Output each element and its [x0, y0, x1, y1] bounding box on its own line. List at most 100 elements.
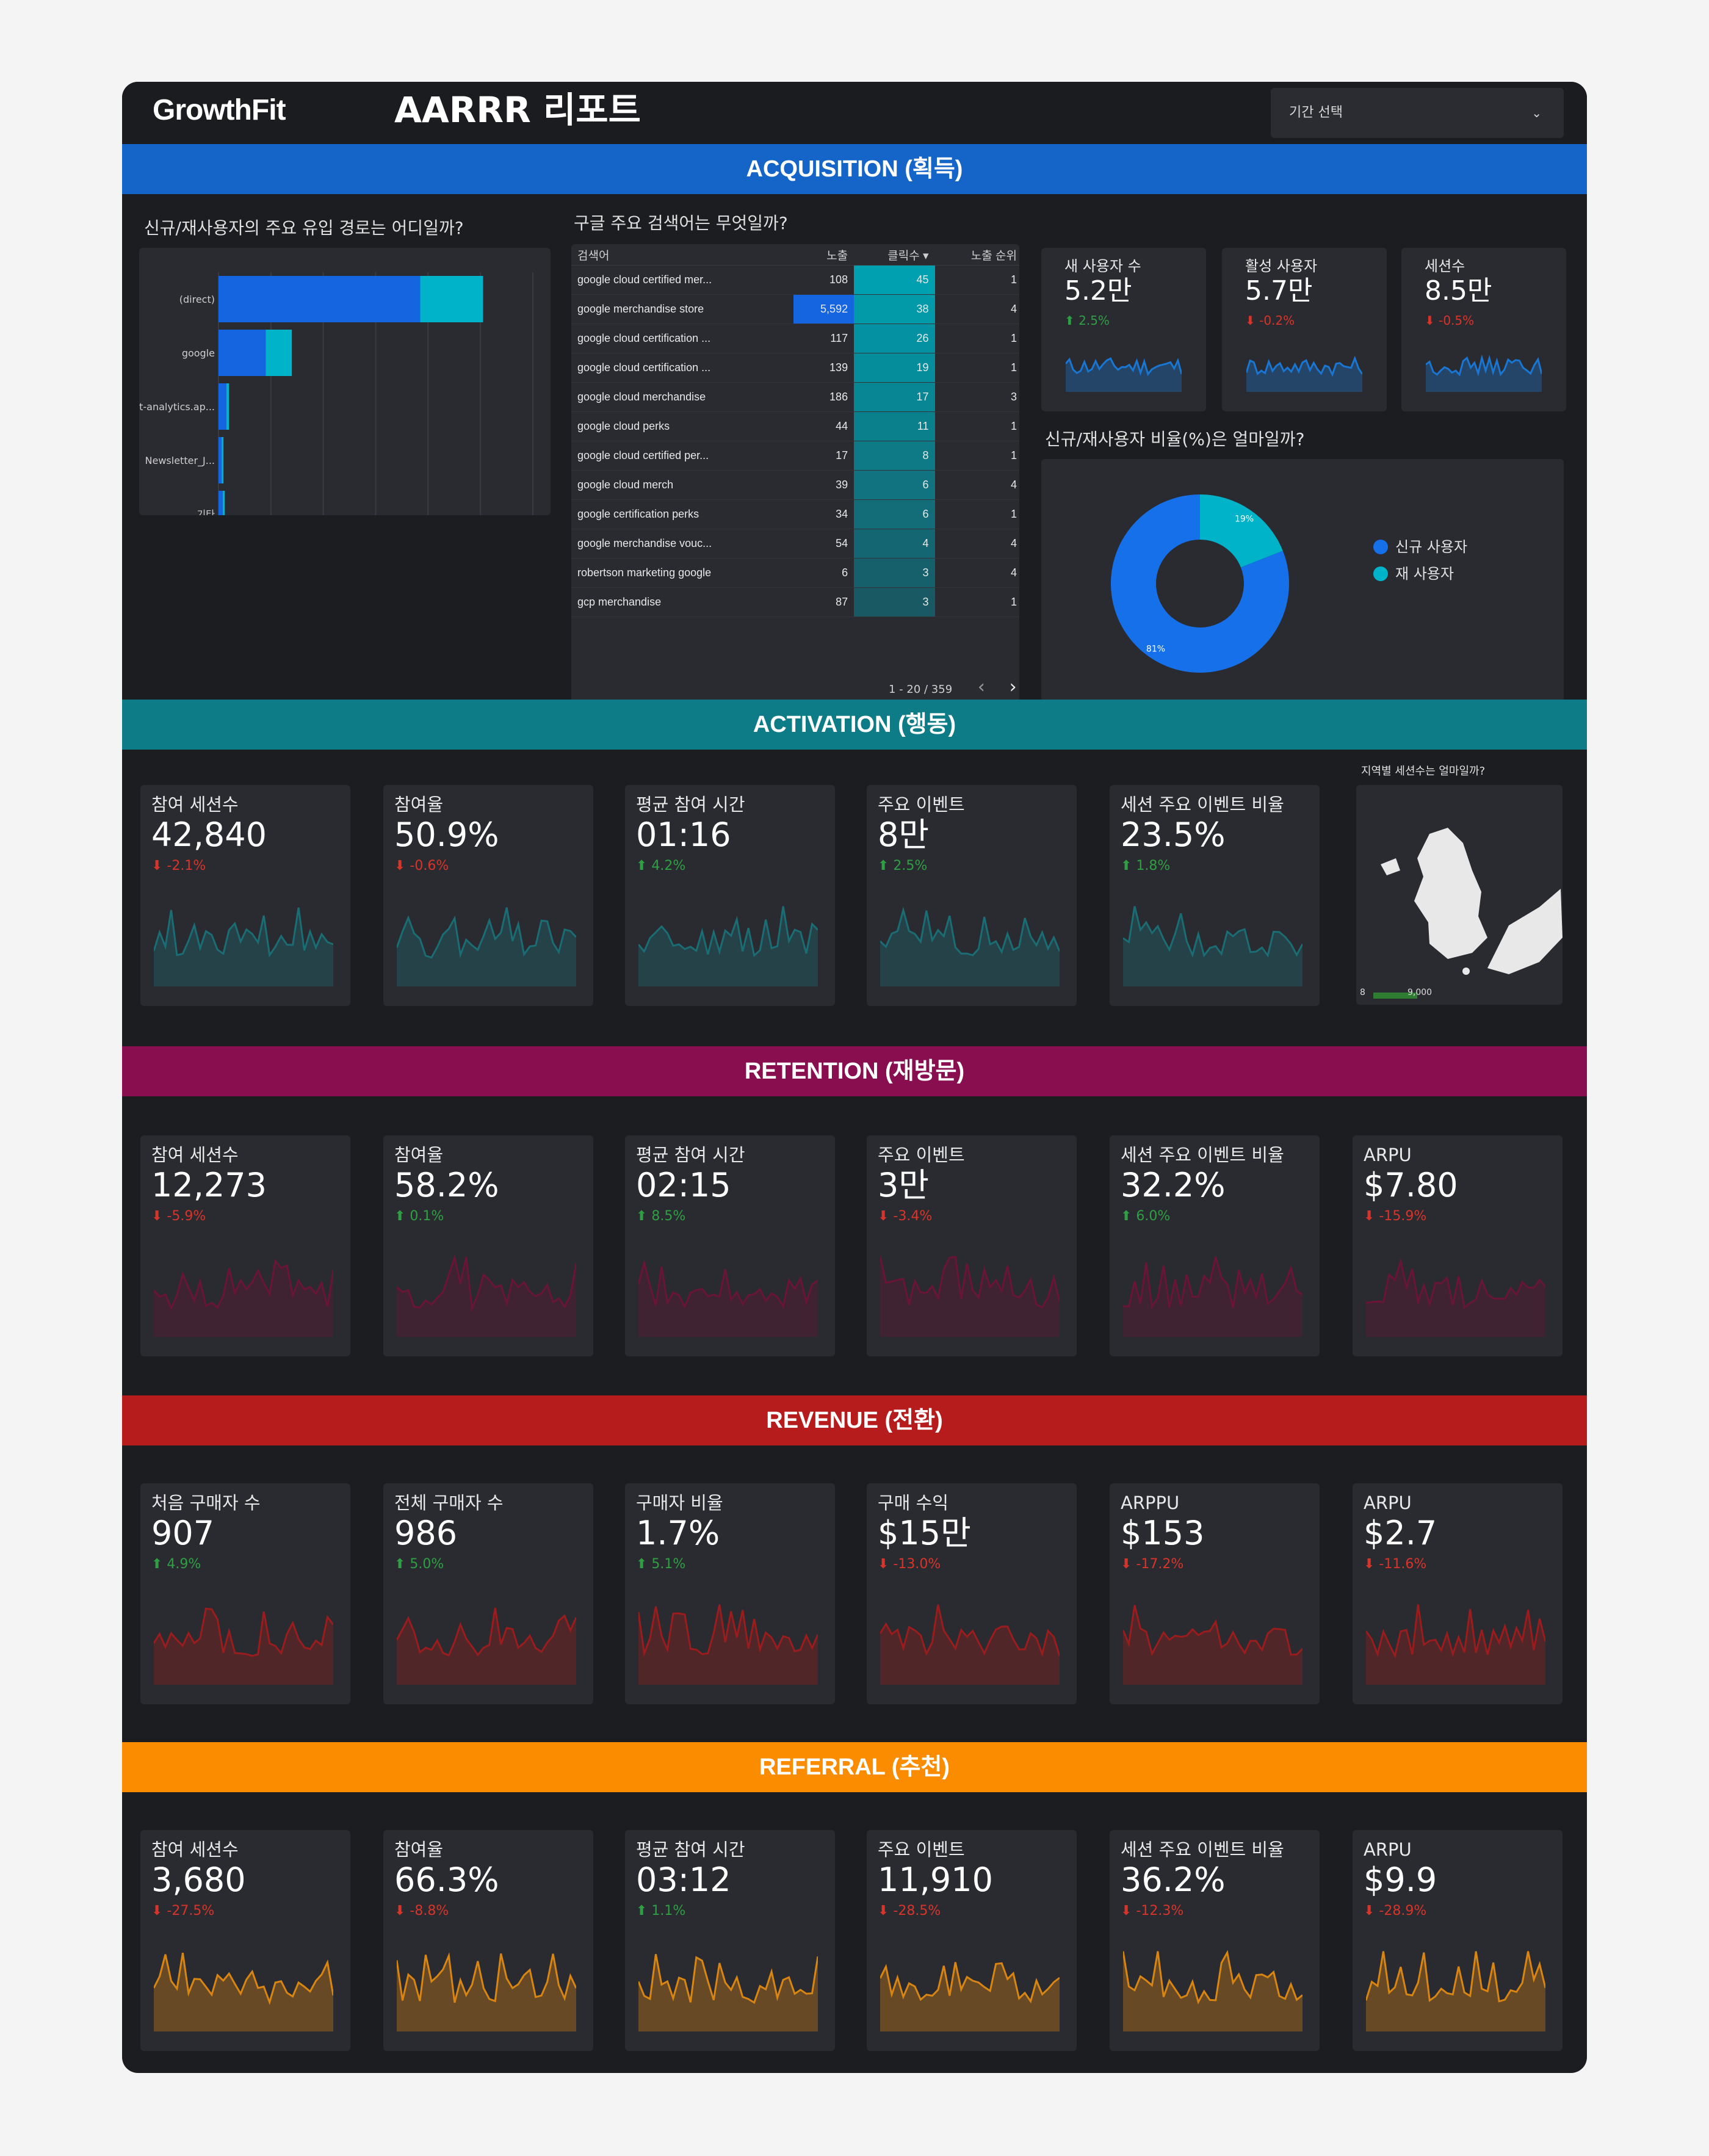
table-row[interactable]: google cloud certified per... 17 8 1 [571, 441, 1019, 471]
bar-returning[interactable] [266, 330, 292, 376]
kpi-label: 평균 참여 시간 [636, 794, 745, 815]
kpi-card[interactable]: 참여율 58.2% ⬆ 0.1% [383, 1135, 593, 1356]
kpi-card[interactable]: 구매자 비율 1.7% ⬆ 5.1% [625, 1483, 835, 1704]
kpi-label: 세션 주요 이벤트 비율 [1121, 1839, 1284, 1860]
kpi-label: 전체 구매자 수 [394, 1492, 504, 1513]
sparkline [154, 1607, 333, 1685]
slice-label: 19% [1235, 514, 1254, 524]
sparkline-line [1123, 1950, 1303, 2005]
kpi-card[interactable]: 평균 참여 시간 01:16 ⬆ 4.2% [625, 785, 835, 1006]
kpi-card[interactable]: ARPU $2.7 ⬇ -11.6% [1353, 1483, 1563, 1704]
kpi-card[interactable]: 세션 주요 이벤트 비율 32.2% ⬆ 6.0% [1110, 1135, 1320, 1356]
kpi-card[interactable]: 처음 구매자 수 907 ⬆ 4.9% [140, 1483, 350, 1704]
table-row[interactable]: google cloud certified mer... 108 45 1 [571, 265, 1019, 295]
kpi-card[interactable]: 세션 주요 이벤트 비율 36.2% ⬇ -12.3% [1110, 1830, 1320, 2051]
kpi-card[interactable]: 활성 사용자 5.7만 ⬇ -0.2% [1222, 248, 1387, 411]
kpi-card[interactable]: ARPPU $153 ⬇ -17.2% [1110, 1483, 1320, 1704]
bar-new[interactable] [219, 330, 266, 376]
channel-bar-chart: 01만2만3만4만5만6만(direct)googleart-analytics… [129, 272, 541, 585]
sparkline-line [880, 1256, 1060, 1309]
kpi-card[interactable]: 세션 주요 이벤트 비율 23.5% ⬆ 1.8% [1110, 785, 1320, 1006]
kpi-card[interactable]: 평균 참여 시간 02:15 ⬆ 8.5% [625, 1135, 835, 1356]
kpi-delta: ⬆ 1.1% [636, 1903, 686, 1919]
kpi-value: 3만 [878, 1166, 930, 1204]
kpi-delta: ⬆ 0.1% [394, 1209, 444, 1224]
cell-clicks: 3 [854, 558, 935, 588]
kpi-value: $9.9 [1364, 1861, 1437, 1899]
sparkline-line [638, 1604, 818, 1657]
bar-new[interactable] [219, 276, 421, 322]
kpi-card[interactable]: 참여 세션수 42,840 ⬇ -2.1% [140, 785, 350, 1006]
table-row[interactable]: google merchandise store 5,592 38 4 [571, 294, 1019, 324]
sparkline-line [1366, 1604, 1545, 1659]
kpi-card[interactable]: ARPU $9.9 ⬇ -28.9% [1353, 1830, 1563, 2051]
table-pager: 1 - 20 / 359 ‹ › [889, 676, 1017, 698]
cell-rank: 4 [934, 558, 1019, 588]
kpi-card[interactable]: 구매 수익 $15만 ⬇ -13.0% [867, 1483, 1077, 1704]
cell-impressions: 139 [793, 353, 854, 383]
cell-impressions: 44 [793, 411, 854, 441]
kpi-delta: ⬆ 1.8% [1121, 858, 1171, 874]
bar-returning[interactable] [420, 276, 483, 322]
kpi-card[interactable]: 참여 세션수 12,273 ⬇ -5.9% [140, 1135, 350, 1356]
kpi-value: 3,680 [151, 1861, 246, 1899]
table-row[interactable]: google cloud merch 39 6 4 [571, 470, 1019, 500]
cell-rank: 3 [934, 382, 1019, 412]
col-query[interactable]: 검색어 [571, 244, 794, 266]
bar-returning[interactable] [226, 383, 229, 430]
sparkline-line [154, 907, 333, 958]
donut-slice-new[interactable] [1111, 494, 1289, 673]
cell-clicks: 17 [854, 382, 935, 412]
bar-new[interactable] [219, 491, 223, 537]
col-rank[interactable]: 노출 순위 [934, 244, 1019, 266]
kpi-label: 평균 참여 시간 [636, 1839, 745, 1860]
next-page-icon[interactable]: › [1009, 676, 1017, 698]
sparkline [154, 1952, 333, 2031]
table-row[interactable]: robertson marketing google 6 3 4 [571, 558, 1019, 588]
kpi-card[interactable]: 주요 이벤트 8만 ⬆ 2.5% [867, 785, 1077, 1006]
kpi-delta: ⬇ -12.3% [1121, 1903, 1184, 1919]
cell-query: google cloud certification ... [571, 353, 794, 383]
table-row[interactable]: google cloud certification ... 139 19 1 [571, 353, 1019, 383]
kpi-card[interactable]: 주요 이벤트 3만 ⬇ -3.4% [867, 1135, 1077, 1356]
table-row[interactable]: google cloud perks 44 11 1 [571, 411, 1019, 441]
donut-slice-returning[interactable] [1200, 494, 1283, 568]
acquisition-banner: ACQUISITION (획득) [122, 144, 1587, 194]
period-select[interactable]: 기간 선택 ⌄ [1271, 88, 1564, 138]
table-row[interactable]: google cloud certification ... 117 26 1 [571, 324, 1019, 353]
kpi-value: 1.7% [636, 1514, 720, 1552]
kpi-delta: ⬇ -17.2% [1121, 1557, 1184, 1572]
kpi-value: 02:15 [636, 1166, 731, 1204]
kpi-card[interactable]: 참여율 66.3% ⬇ -8.8% [383, 1830, 593, 2051]
cell-query: google cloud merch [571, 470, 794, 500]
table-row[interactable]: google cloud merchandise 186 17 3 [571, 382, 1019, 412]
sparkline-area [1366, 1951, 1545, 2031]
prev-page-icon[interactable]: ‹ [977, 676, 985, 698]
table-row[interactable]: gcp merchandise 87 3 1 [571, 587, 1019, 617]
bar-new[interactable] [219, 437, 222, 483]
kpi-card[interactable]: 주요 이벤트 11,910 ⬇ -28.5% [867, 1830, 1077, 2051]
col-impressions[interactable]: 노출 [793, 244, 854, 266]
chevron-down-icon: ⌄ [1531, 106, 1542, 120]
sparkline-line [1123, 906, 1303, 958]
kpi-card[interactable]: 참여율 50.9% ⬇ -0.6% [383, 785, 593, 1006]
kpi-value: 50.9% [394, 816, 499, 854]
bar-returning[interactable] [222, 437, 224, 483]
kpi-card[interactable]: 참여 세션수 3,680 ⬇ -27.5% [140, 1830, 350, 2051]
kpi-card[interactable]: ARPU $7.80 ⬇ -15.9% [1353, 1135, 1563, 1356]
col-clicks[interactable]: 클릭수 ▾ [854, 244, 935, 266]
retention-banner: RETENTION (재방문) [122, 1046, 1587, 1096]
kpi-card[interactable]: 전체 구매자 수 986 ⬆ 5.0% [383, 1483, 593, 1704]
cell-query: google merchandise store [571, 294, 794, 324]
bar-new[interactable] [219, 383, 226, 430]
table-row[interactable]: google certification perks 34 6 1 [571, 499, 1019, 529]
kpi-delta: ⬆ 4.2% [636, 858, 686, 874]
kpi-card[interactable]: 새 사용자 수 5.2만 ⬆ 2.5% [1041, 248, 1206, 411]
kpi-card[interactable]: 세션수 8.5만 ⬇ -0.5% [1401, 248, 1566, 411]
map-scale-min: 8 [1360, 988, 1365, 997]
bar-returning[interactable] [222, 491, 225, 537]
sparkline-area [154, 907, 333, 986]
kpi-card[interactable]: 평균 참여 시간 03:12 ⬆ 1.1% [625, 1830, 835, 2051]
kpi-label: 세션수 [1425, 258, 1465, 275]
table-row[interactable]: google merchandise vouc... 54 4 4 [571, 529, 1019, 559]
